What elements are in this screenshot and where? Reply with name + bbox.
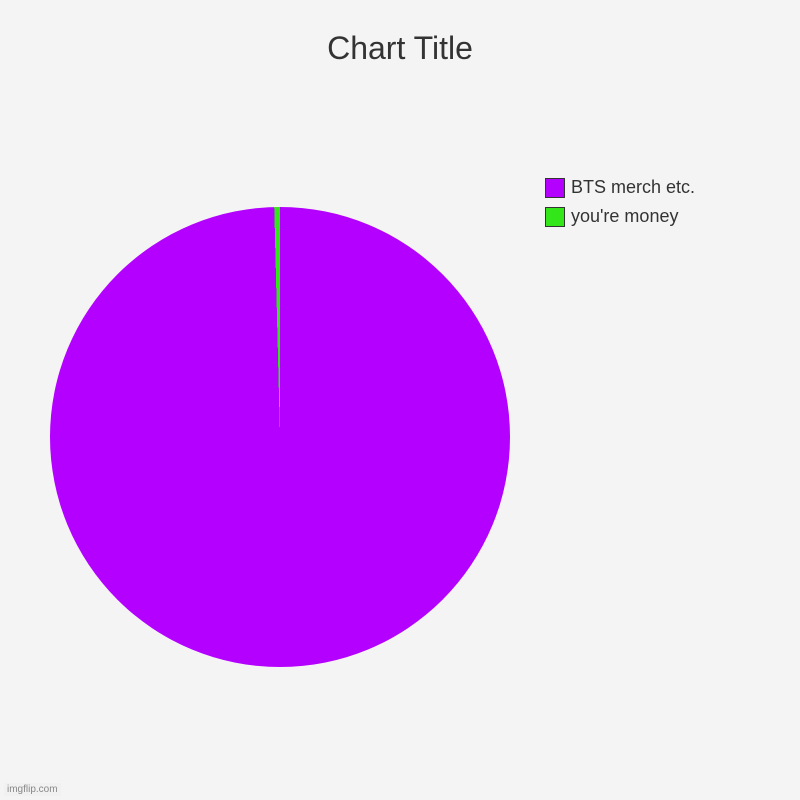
legend-label: BTS merch etc. [571, 177, 695, 198]
pie-chart [50, 207, 510, 667]
watermark: imgflip.com [4, 783, 61, 796]
chart-title: Chart Title [0, 0, 800, 67]
legend-label: you're money [571, 206, 679, 227]
chart-container: BTS merch etc. you're money [0, 67, 800, 787]
legend-swatch-icon [545, 207, 565, 227]
legend-item: BTS merch etc. [545, 177, 695, 198]
legend-swatch-icon [545, 178, 565, 198]
legend-item: you're money [545, 206, 695, 227]
legend: BTS merch etc. you're money [545, 177, 695, 235]
